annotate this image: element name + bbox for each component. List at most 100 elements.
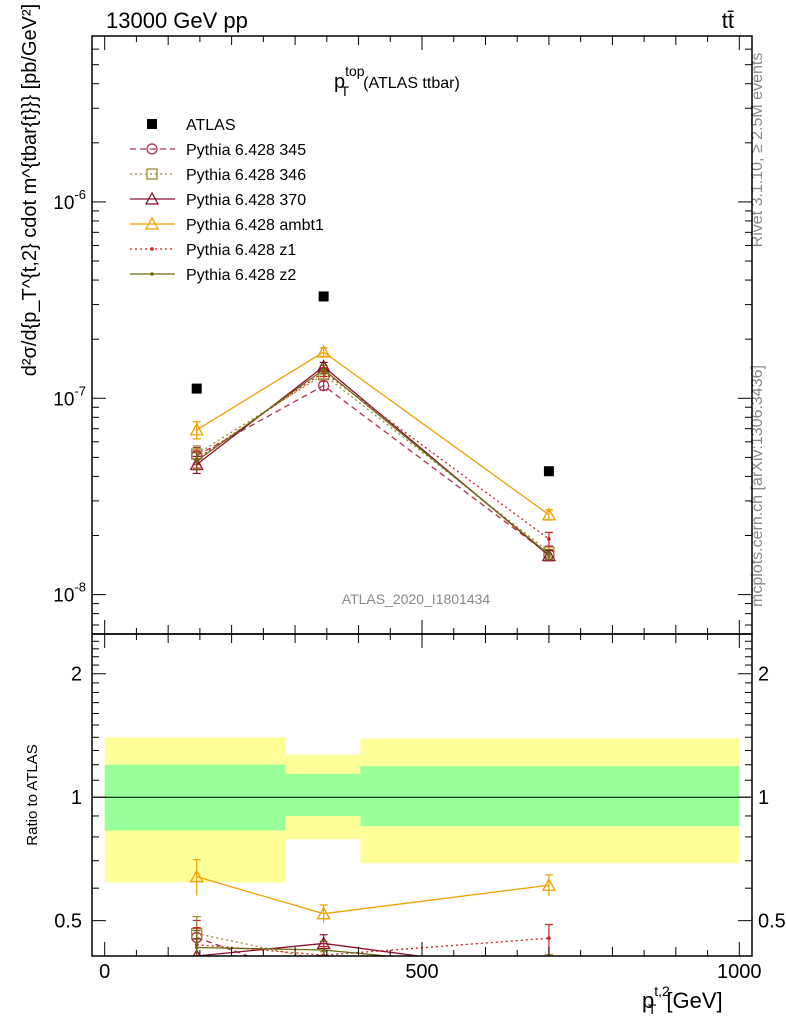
data-point [317,379,330,392]
legend-item-5: Pythia 6.428 z1 [130,242,296,259]
ratio-band-inner-1 [285,773,361,816]
mcplots-label: mcplots.cern.ch [arXiv:1306.3436] [749,365,766,607]
main-ylabel: d²σ/d{p_T^{t,2} cdot m^{tbar{t}}} [pb/Ge… [19,4,41,376]
data-point [321,367,326,372]
series-4 [189,344,557,521]
data-point [194,459,199,463]
legend-marker [150,272,154,276]
xlabel-main: p [642,988,654,1013]
axis-ticks: 10-8 10-7 10-6 0.5 0.5 1 1 2 2 0 500 1000 [53,35,786,983]
y-tick-label: 10-7 [53,383,86,410]
data-point [191,383,202,394]
ratio-point [543,967,555,978]
data-point [547,537,551,541]
plot-title: ptop T (ATLAS ttbar) [334,63,460,99]
data-point [543,466,554,477]
ratio-series-1 [191,916,554,970]
series-5 [192,367,553,547]
ratio-point [194,945,199,950]
analysis-label: ATLAS_2020_I1801434 [342,591,491,607]
legend-label: Pythia 6.428 ambt1 [186,217,324,234]
data-point [547,552,551,557]
title-sup: top [345,63,365,79]
ratio-point [544,960,554,970]
main-series [189,291,557,562]
legend-label: Pythia 6.428 346 [186,167,306,184]
legend-item-6: Pythia 6.428 z2 [130,267,296,284]
series-line-1 [196,384,550,556]
legend-marker [150,247,154,251]
data-point [316,344,331,358]
legend-marker [147,119,157,129]
ratio-point [547,936,551,941]
series-line-3 [196,365,550,557]
ratio-line-2 [196,942,424,956]
xlabel-sup: t,2 [654,983,670,999]
ratio-series-3 [189,859,557,923]
series-line-2 [196,373,550,553]
series-3 [189,359,557,562]
legend-label: Pythia 6.428 370 [186,192,306,209]
ratio-point [189,869,204,883]
ratio-y-tick-label-right: 1 [758,787,769,809]
ratio-series-5 [192,929,551,974]
legend: ATLAS Pythia 6.428 345 Pythia 6.428 346 Pyt… [130,117,324,284]
rivet-label: Rivet 3.1.10, ≥ 2.5M events [749,53,766,248]
ratio-point [316,906,331,920]
data-point [318,291,329,302]
legend-item-3: Pythia 6.428 370 [130,191,306,209]
legend-label: Pythia 6.428 z2 [186,267,296,284]
data-point [541,548,557,562]
ratio-line-0 [196,936,251,956]
x-tick-label: 0 [99,961,110,983]
y-tick-label: 10-8 [53,580,86,607]
ratio-point [321,948,326,952]
process-label: tt̄ [722,8,734,33]
title-main: p [334,71,345,93]
legend-marker [144,216,160,230]
legend-marker [144,191,160,205]
series-line-4 [196,351,550,516]
series-6 [192,364,553,561]
ratio-point [544,966,554,976]
ratio-series-2 [192,934,555,978]
ratio-point [319,978,329,988]
xlabel-sub: T [648,1001,657,1017]
ratio-y-tick-label: 1 [71,787,82,809]
legend-label: Pythia 6.428 z1 [186,242,296,259]
ratio-line-4 [196,937,549,956]
ratio-point [547,970,551,974]
ratio-ylabel: Ratio to ATLAS [24,744,41,845]
legend-marker [146,168,158,180]
ratio-series [189,859,557,988]
ratio-point [317,954,330,956]
x-axis-label: pt,2 T [GeV] [642,983,723,1017]
title-suffix: (ATLAS ttbar) [363,75,460,92]
ratio-y-tick-label-right: 2 [758,664,769,686]
ratio-point [541,877,557,891]
energy-label: 13000 GeV pp [106,8,248,33]
legend-marker [146,143,158,155]
x-tick-label: 1000 [717,961,762,983]
series-0 [191,291,554,477]
ratio-y-tick-label: 2 [71,664,82,686]
xlabel-unit: [GeV] [666,988,722,1013]
ratio-band-inner-2 [360,766,740,827]
ratio-bands [104,737,740,883]
data-point [189,422,204,436]
series-2 [191,368,555,558]
ratio-line-1 [196,932,306,956]
data-point [541,507,557,521]
title-sub: T [341,83,350,99]
y-tick-label: 10-6 [53,187,86,214]
ratio-y-tick-label: 0.5 [54,911,82,933]
legend-item-0: ATLAS [147,117,236,134]
legend-item-2: Pythia 6.428 346 [130,167,306,184]
legend-item-4: Pythia 6.428 ambt1 [130,216,324,234]
ratio-y-tick-label-right: 0.5 [758,911,786,933]
legend-item-1: Pythia 6.428 345 [130,142,306,159]
legend-label: ATLAS [186,117,236,134]
legend-label: Pythia 6.428 345 [186,142,306,159]
x-tick-label: 500 [405,961,438,983]
